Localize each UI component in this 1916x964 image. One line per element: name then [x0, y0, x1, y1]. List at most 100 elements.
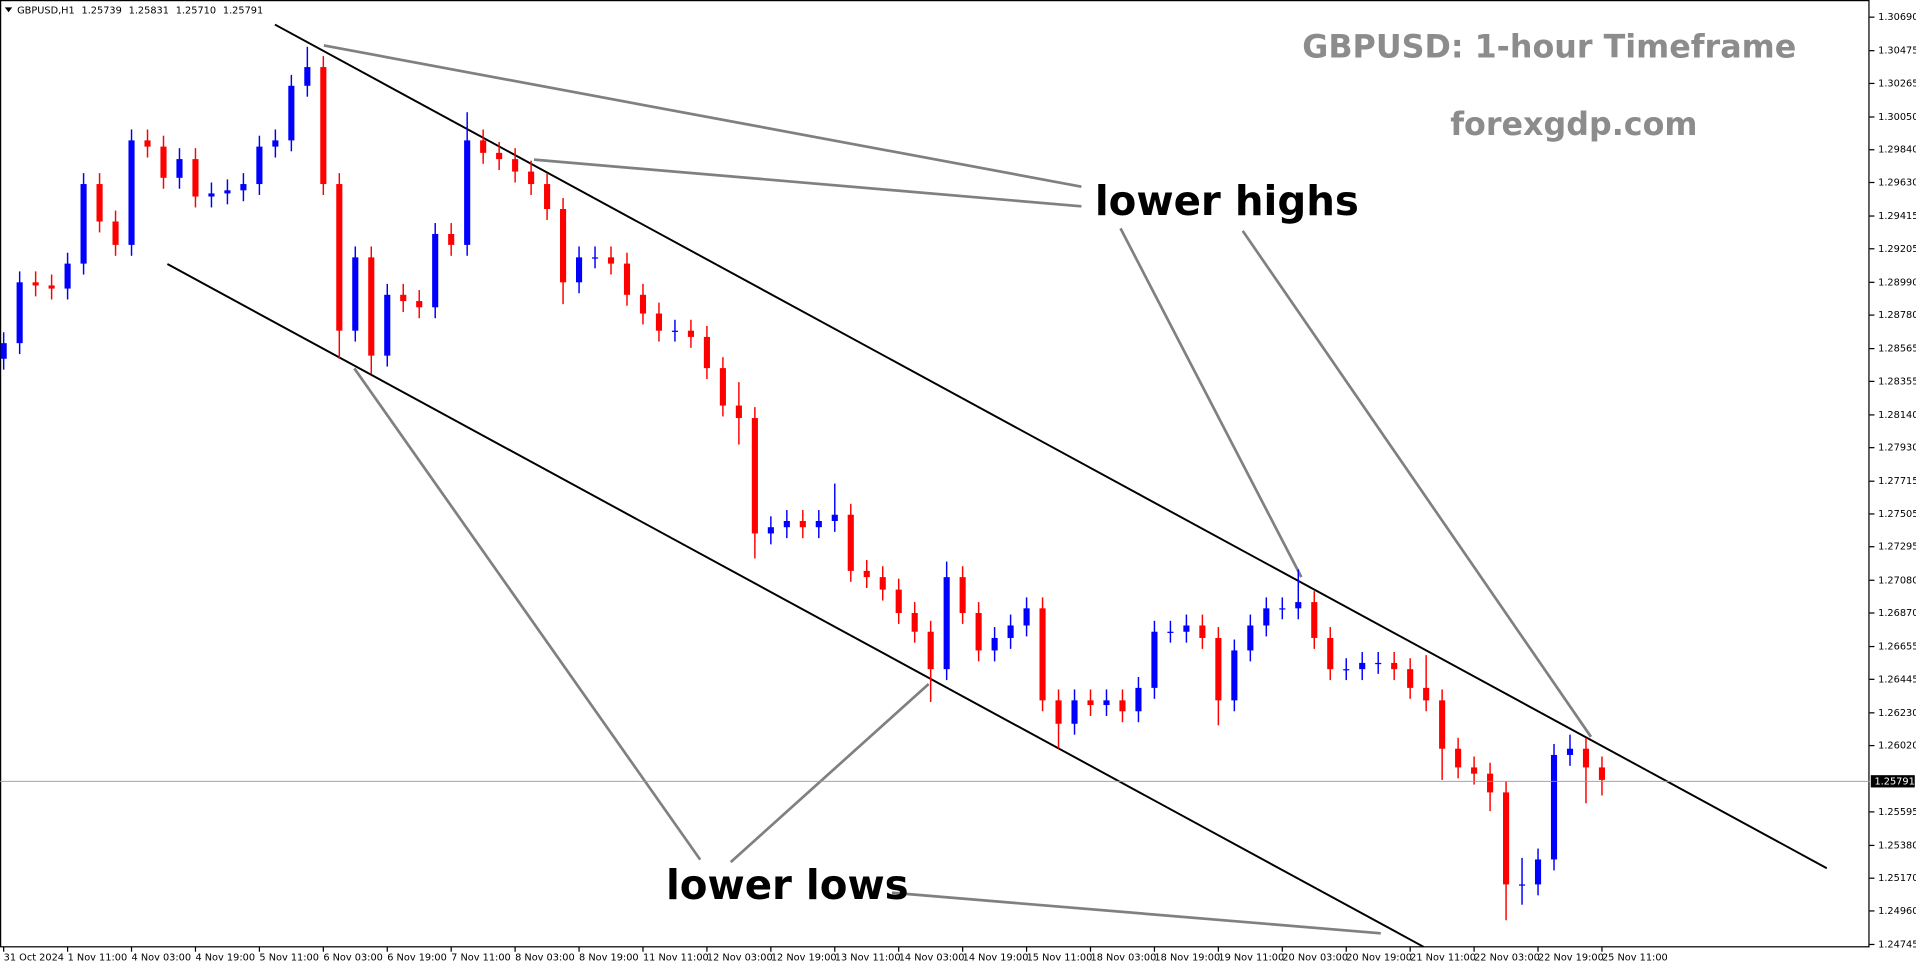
y-tick-label: 1.25170 [1878, 873, 1916, 884]
candle-body [512, 159, 519, 172]
candle-body [32, 282, 39, 286]
x-tick-label: 8 Nov 03:00 [515, 952, 575, 963]
candle-body [560, 209, 567, 283]
x-tick-label: 4 Nov 19:00 [195, 952, 255, 963]
candle-body [544, 184, 551, 210]
menu-arrow[interactable] [4, 7, 13, 13]
candle-body [1247, 625, 1254, 651]
upper-channel-line [274, 23, 1828, 870]
x-tick-label: 14 Nov 19:00 [963, 952, 1029, 963]
x-tick-label: 7 Nov 11:00 [451, 952, 511, 963]
y-tick-label: 1.27080 [1878, 575, 1916, 586]
candle-body [0, 343, 7, 359]
candle-body [1023, 608, 1030, 626]
y-tick-label: 1.26230 [1878, 708, 1916, 719]
pointer-line [729, 683, 930, 864]
candle-body [1423, 687, 1430, 701]
candle-body [128, 140, 135, 245]
candle-body [1518, 884, 1526, 886]
candle-body [1039, 608, 1046, 701]
pointer-line [891, 891, 1381, 935]
candle-body [464, 140, 471, 245]
candle-body [192, 159, 199, 197]
x-tick-label: 11 Nov 11:00 [643, 952, 709, 963]
y-tick-label: 1.25380 [1878, 840, 1916, 851]
candle-body [927, 631, 934, 670]
candle-body [879, 577, 886, 590]
candle-body [16, 282, 23, 344]
y-tick-label: 1.28140 [1878, 410, 1916, 421]
candle-body [1343, 669, 1350, 671]
candle-body [1151, 631, 1158, 688]
y-tick-label: 1.27505 [1878, 509, 1916, 520]
y-tick-label: 1.29630 [1878, 177, 1916, 188]
candle-body [384, 294, 391, 356]
candle-body [1007, 625, 1014, 638]
candle-body [1087, 700, 1094, 706]
header-high: 1.25831 [129, 5, 169, 16]
candle-body [1487, 773, 1494, 793]
candle-body [208, 193, 215, 197]
candle-body [96, 184, 103, 222]
y-tick-label: 1.29840 [1878, 145, 1916, 156]
candle-body [400, 294, 407, 302]
candle-body [1231, 650, 1238, 701]
candle-body [1135, 687, 1142, 712]
y-tick-label: 1.26655 [1878, 642, 1916, 653]
candle-body [1439, 700, 1446, 749]
candle-body [1391, 662, 1398, 670]
y-tick-label: 1.24745 [1878, 939, 1916, 950]
x-tick-label: 25 Nov 11:00 [1602, 952, 1668, 963]
candle-body [528, 171, 535, 185]
candle-body [1407, 669, 1414, 688]
y-tick-label: 1.28565 [1878, 344, 1916, 355]
candle-body [687, 330, 694, 337]
y-tick-label: 1.28780 [1878, 310, 1916, 321]
candle-body [1566, 748, 1574, 755]
candle-body [288, 85, 295, 141]
y-tick-label: 1.27295 [1878, 542, 1916, 553]
candle-body [448, 233, 455, 245]
y-tick-label: 1.28355 [1878, 376, 1916, 387]
candle-body [1471, 767, 1478, 774]
candle-body [1598, 767, 1606, 780]
candle-body [911, 613, 918, 632]
candle-body [895, 589, 902, 614]
candle-body [480, 140, 487, 153]
candle-body [607, 257, 615, 264]
candle-body [975, 613, 982, 651]
plot-frame [0, 0, 1870, 948]
pointer-line [533, 158, 1082, 208]
candle-body [719, 368, 726, 406]
candle-body [272, 140, 279, 147]
candle-body [1055, 700, 1062, 724]
candle-body [256, 146, 263, 185]
candle-body [336, 184, 343, 331]
y-tick-label: 1.26445 [1878, 674, 1916, 685]
candle-body [1103, 700, 1110, 706]
candle-body [416, 301, 423, 308]
candle-body [1199, 625, 1206, 638]
x-tick-label: 18 Nov 03:00 [1091, 952, 1157, 963]
candle-body [735, 405, 742, 419]
candle-body [1295, 602, 1302, 609]
candle-body [80, 184, 87, 264]
candle-body [815, 520, 822, 528]
x-tick-label: 20 Nov 19:00 [1346, 952, 1412, 963]
candle-body [991, 637, 998, 651]
candles [0, 46, 1606, 921]
candle-body [432, 233, 439, 308]
pointer-lines [323, 44, 1593, 935]
current-price-box [1870, 775, 1915, 788]
candle-body [799, 520, 806, 528]
y-tick-label: 1.30690 [1878, 12, 1916, 23]
candle-body [240, 184, 247, 191]
pointer-line [1119, 227, 1303, 578]
candle-body [655, 313, 663, 331]
candle-body [1263, 608, 1270, 626]
x-tick-label: 18 Nov 19:00 [1154, 952, 1220, 963]
pointer-line [323, 44, 1082, 188]
candle-body [959, 577, 966, 614]
x-tick-label: 13 Nov 11:00 [835, 952, 901, 963]
